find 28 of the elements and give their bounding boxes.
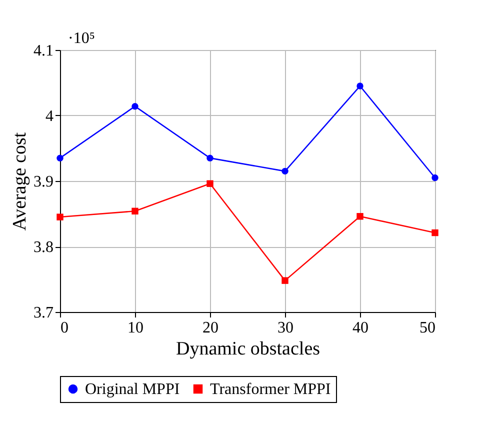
point — [206, 180, 214, 187]
y-tick-label: 3.7 — [34, 304, 54, 322]
point — [356, 82, 364, 90]
point — [132, 102, 138, 110]
point — [356, 213, 364, 220]
y-tick-label: 4.1 — [34, 42, 54, 60]
x-tick-label: 40 — [352, 320, 368, 336]
point — [56, 214, 64, 220]
y-tick-label: 4 — [46, 108, 54, 125]
text: ·10⁵ — [68, 30, 95, 47]
point — [56, 154, 64, 162]
point — [432, 174, 438, 182]
point — [432, 229, 438, 236]
y-tick-label: 3.9 — [34, 174, 54, 190]
y-tick-label: 3.8 — [34, 239, 54, 256]
x-tick-label: 10 — [128, 320, 144, 336]
point — [282, 277, 288, 284]
point — [206, 154, 214, 162]
x-tick-label: 50 — [420, 320, 436, 336]
legend-label: Transformer MPPI — [210, 381, 331, 398]
point — [282, 168, 288, 175]
x-tick-label: 0 — [60, 320, 68, 336]
legend-label: Original MPPI — [85, 381, 180, 398]
point — [132, 208, 138, 214]
x-tick-label: 30 — [278, 320, 294, 336]
y-axis-title: Average cost — [10, 132, 30, 231]
x-axis-title: Dynamic obstacles — [176, 338, 320, 360]
x-tick-label: 20 — [202, 320, 218, 336]
